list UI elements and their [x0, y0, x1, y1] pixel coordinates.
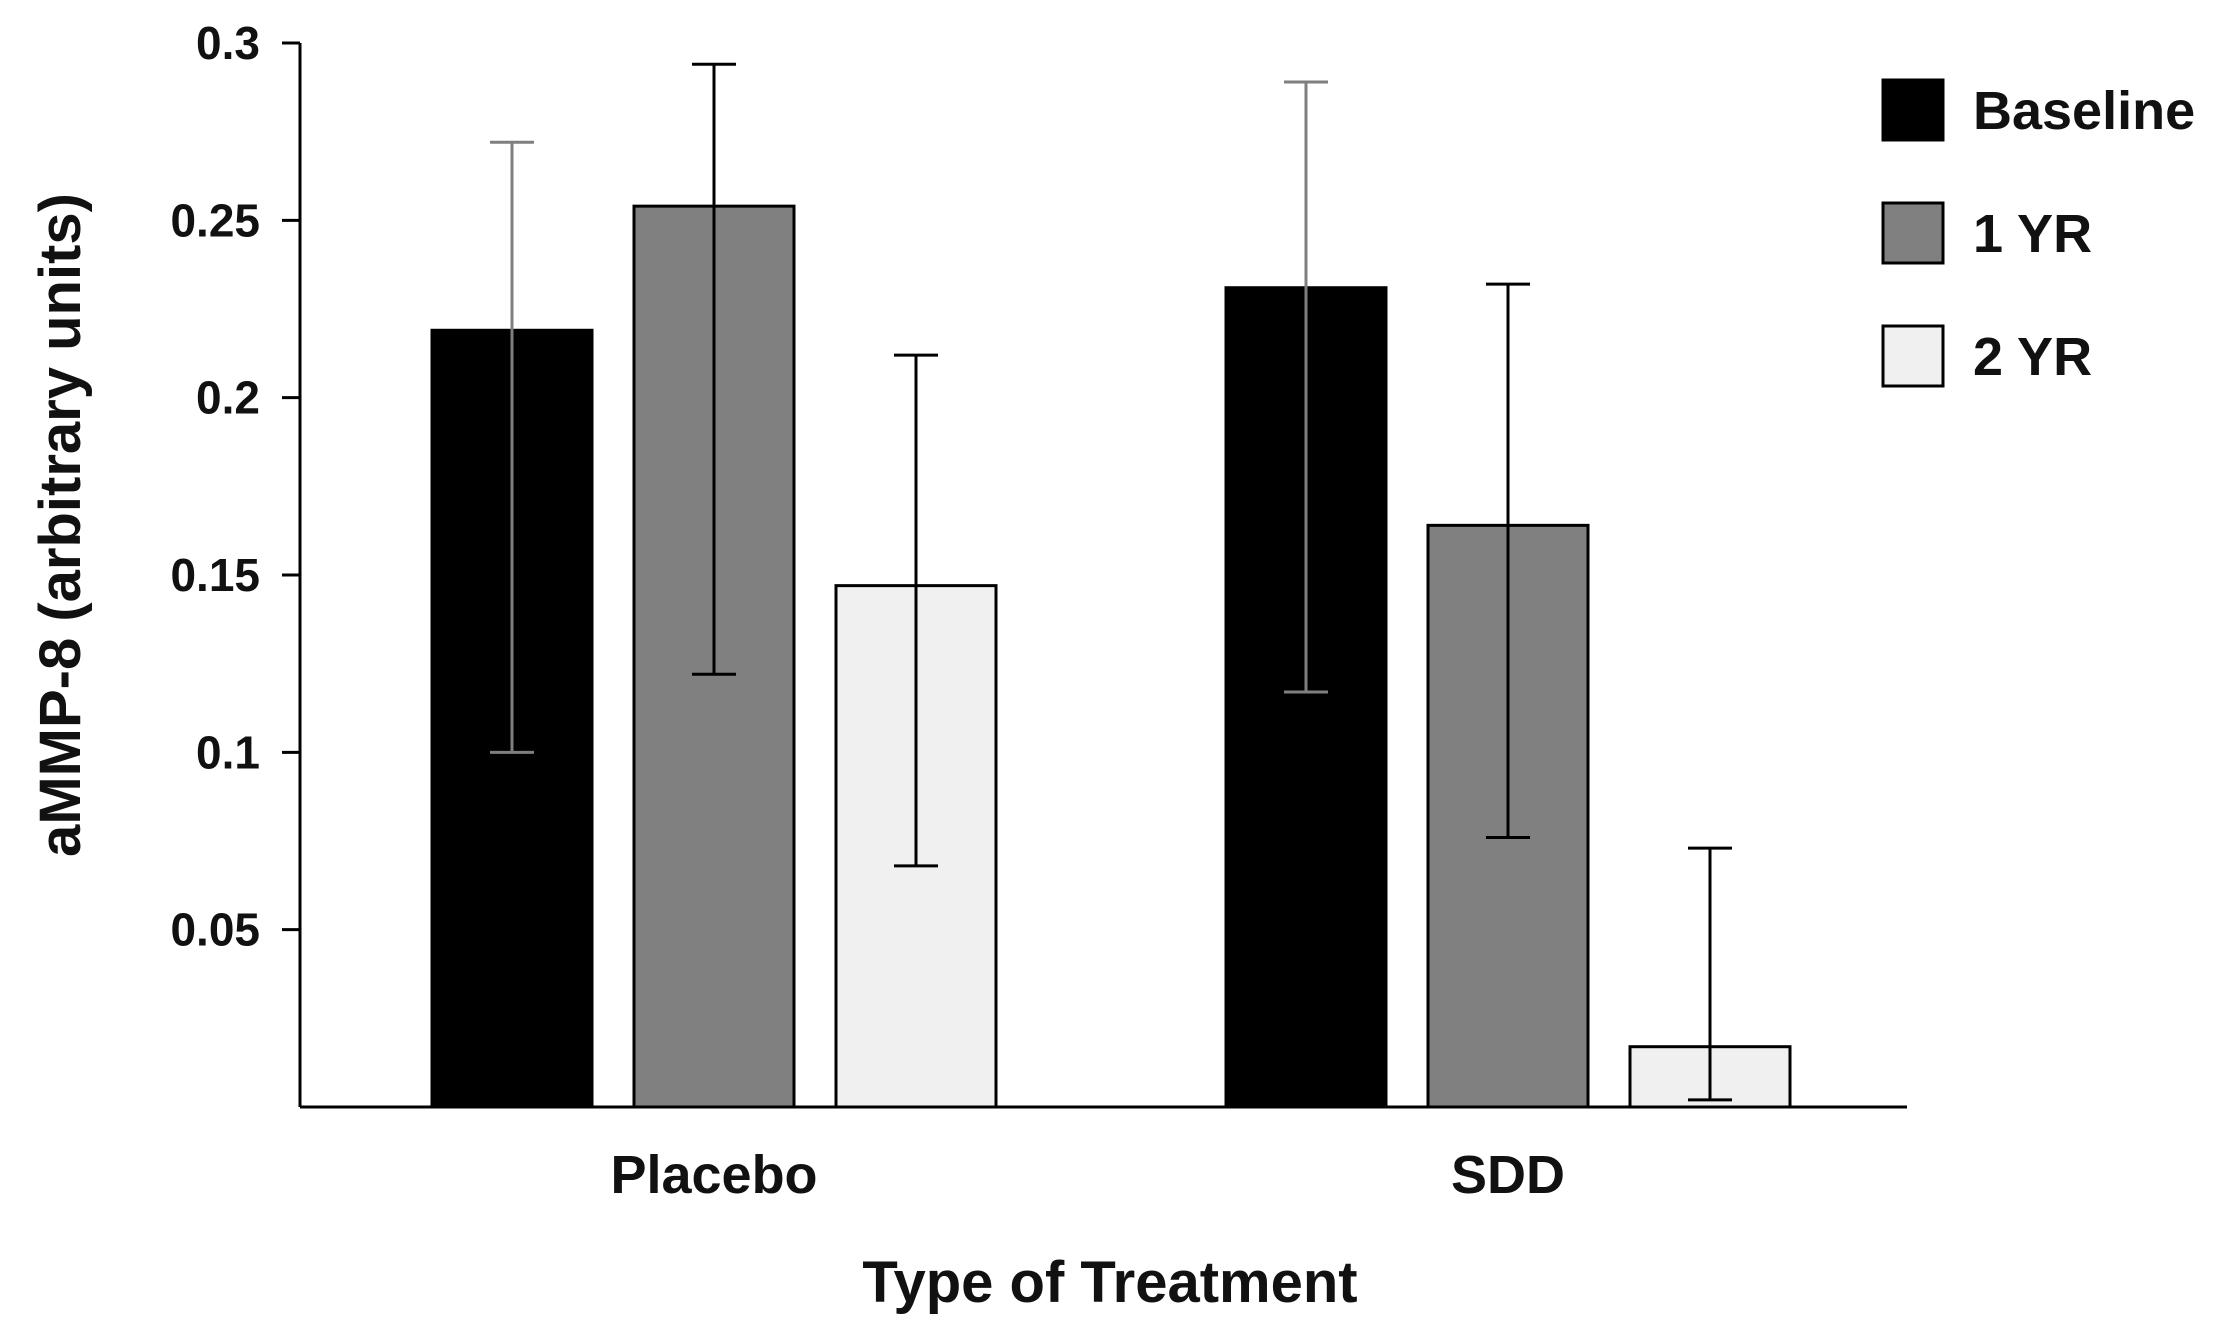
errorbar-sdd-2-yr: [1688, 846, 1732, 1102]
y-tick-label: 0.2: [196, 372, 260, 424]
y-tick-label: 0.25: [170, 194, 260, 246]
errorbar-sdd-baseline: [1284, 80, 1328, 694]
x-category-labels: Placebo SDD: [610, 1145, 1565, 1205]
y-tick-label: 0.15: [170, 549, 260, 601]
legend-label: 2 YR: [1973, 327, 2092, 387]
legend: Baseline 1 YR 2 YR: [1881, 78, 2195, 388]
errorbar-placebo-1-yr: [692, 62, 736, 676]
x-axis-title: Type of Treatment: [862, 1250, 1357, 1315]
legend-item: 1 YR: [1881, 201, 2092, 265]
legend-swatch: [1881, 78, 1945, 142]
legend-label: 1 YR: [1973, 204, 2092, 264]
x-category-label: Placebo: [610, 1145, 817, 1205]
y-axis-title: aMMP-8 (arbitrary units): [28, 193, 93, 857]
legend-item: Baseline: [1881, 78, 2195, 142]
y-tick-label: 0.3: [196, 17, 260, 69]
errorbar-sdd-1-yr: [1486, 282, 1530, 839]
y-tick-label: 0.1: [196, 726, 260, 778]
legend-label: Baseline: [1973, 81, 2195, 141]
y-tick-label: 0.05: [170, 904, 260, 956]
bars-layer: [430, 204, 1792, 1109]
legend-item: 2 YR: [1881, 324, 2092, 388]
y-ticks: 0.05 0.1 0.15 0.2 0.25 0.3: [170, 17, 300, 956]
legend-swatch: [1881, 324, 1945, 388]
errorbar-placebo-baseline: [490, 140, 534, 754]
errorbar-placebo-2-yr: [894, 353, 938, 868]
errorbars-layer: [490, 62, 1732, 1102]
x-category-label: SDD: [1451, 1145, 1565, 1205]
legend-swatch: [1881, 201, 1945, 265]
